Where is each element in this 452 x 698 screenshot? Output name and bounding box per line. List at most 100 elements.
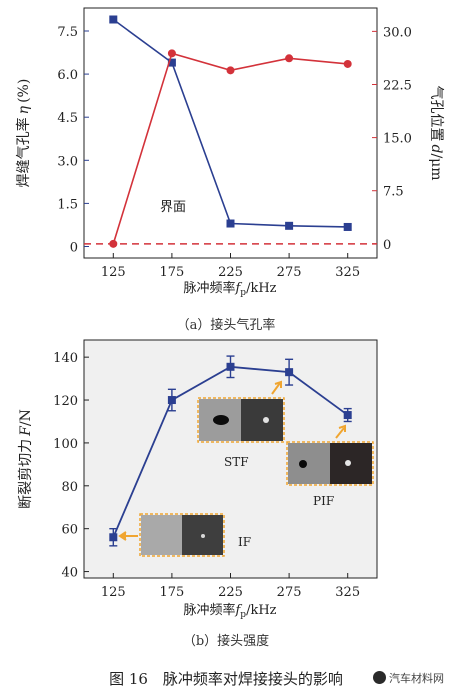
inset-if-arrow bbox=[118, 531, 138, 541]
inset-pif-left-image bbox=[288, 443, 330, 484]
b-y-tick-label: 140 bbox=[53, 351, 78, 366]
b-series-marker bbox=[109, 533, 118, 542]
inset-stf: STF bbox=[197, 380, 285, 469]
right-axis-label-unit: /μm bbox=[428, 153, 444, 180]
b-x-axis-label-var: f bbox=[234, 603, 242, 618]
b-x-tick-label: 275 bbox=[277, 585, 302, 600]
a-left-tick-label: 6.0 bbox=[57, 68, 78, 83]
a-series-marker-1 bbox=[343, 59, 352, 68]
inset-pif-label: PIF bbox=[313, 494, 334, 508]
a-series-line-1 bbox=[112, 52, 348, 245]
panel-b-caption: （b）接头强度 bbox=[182, 634, 270, 649]
b-y-tick-label: 100 bbox=[53, 437, 78, 452]
x-axis-label-var: f bbox=[234, 281, 242, 296]
interface-label: 界面 bbox=[160, 200, 186, 215]
panel-b-chart: 125 175 225 275 325 40 60 80 100 120 140 IF STF bbox=[18, 339, 378, 620]
a-right-tick-label: 0 bbox=[383, 238, 391, 253]
a-series-marker-0 bbox=[109, 15, 118, 24]
a-right-tick-label: 30.0 bbox=[383, 25, 412, 40]
b-x-axis-label-sub: p bbox=[240, 610, 246, 620]
a-left-tick-label: 1.5 bbox=[57, 197, 78, 212]
inset-stf-arrow bbox=[271, 380, 282, 395]
b-x-tick-label: 125 bbox=[101, 585, 126, 600]
inset-if-label: IF bbox=[238, 535, 251, 549]
a-left-tick-label: 7.5 bbox=[57, 25, 78, 40]
b-x-axis-label-unit: /kHz bbox=[246, 603, 277, 618]
inset-stf-label: STF bbox=[224, 455, 249, 469]
inset-if-left-image bbox=[141, 515, 182, 555]
inset-pif-pore bbox=[299, 460, 307, 468]
b-y-axis-label-text: 断裂剪切力 bbox=[18, 439, 34, 509]
left-axis-label-text: 焊缝气孔率 bbox=[15, 117, 32, 187]
b-y-tick-label: 40 bbox=[61, 566, 78, 581]
b-series-marker bbox=[343, 411, 352, 420]
a-left-tick-label: 3.0 bbox=[57, 154, 78, 169]
inset-if-border bbox=[139, 513, 225, 557]
a-x-tick-label: 325 bbox=[335, 265, 360, 280]
a-series-marker-1 bbox=[109, 239, 118, 248]
a-x-tick-label: 175 bbox=[159, 265, 184, 280]
inset-pif-arrow bbox=[335, 424, 346, 439]
a-series-marker-0 bbox=[167, 58, 176, 67]
b-y-tick-label: 80 bbox=[61, 480, 78, 495]
x-axis-label-text: 脉冲频率 bbox=[183, 280, 235, 296]
b-y-tick-label: 60 bbox=[61, 523, 78, 538]
b-series-marker bbox=[167, 396, 176, 405]
a-series-line-0 bbox=[112, 18, 348, 228]
inset-stf-pore bbox=[213, 415, 229, 425]
panel-a-series bbox=[109, 15, 352, 248]
a-series-marker-0 bbox=[343, 222, 352, 231]
left-axis-label-unit: (%) bbox=[16, 79, 32, 103]
b-x-axis-label-text: 脉冲频率 bbox=[183, 602, 235, 618]
a-x-tick-label: 225 bbox=[218, 265, 243, 280]
b-x-tick-label: 225 bbox=[218, 585, 243, 600]
panel-a-caption: （a）接头气孔率 bbox=[176, 318, 276, 333]
watermark-logo-icon bbox=[373, 671, 386, 684]
panel-b-y-axis-label: 断裂剪切力 F/N bbox=[18, 409, 34, 509]
a-series-marker-1 bbox=[226, 66, 235, 75]
panel-a-ticks: 125 175 225 275 325 0 1.5 3.0 4.5 6.0 7.5 0 7.5 15.0 2… bbox=[57, 25, 412, 280]
a-left-tick-label: 0 bbox=[70, 241, 78, 256]
panel-a-left-axis-label: 焊缝气孔率 η (%) bbox=[15, 79, 32, 188]
a-right-tick-label: 15.0 bbox=[383, 132, 412, 147]
panel-a-right-axis-label: 气孔位置 d/μm bbox=[428, 85, 444, 180]
panel-a-chart: 125 175 225 275 325 0 1.5 3.0 4.5 6.0 7.5 0 7.5 15.0 2… bbox=[15, 7, 444, 298]
a-series-marker-1 bbox=[167, 49, 176, 58]
b-x-tick-label: 325 bbox=[335, 585, 360, 600]
a-x-tick-label: 125 bbox=[101, 265, 126, 280]
a-series-marker-0 bbox=[226, 219, 235, 228]
watermark: 汽车材料网 bbox=[373, 670, 444, 686]
a-left-tick-label: 4.5 bbox=[57, 111, 78, 126]
inset-pif: PIF bbox=[286, 424, 374, 508]
right-axis-label-var: d bbox=[428, 144, 444, 153]
a-x-tick-label: 275 bbox=[277, 265, 302, 280]
a-series-marker-0 bbox=[285, 221, 294, 230]
inset-if-pore bbox=[201, 534, 205, 538]
inset-stf-pore-right bbox=[263, 417, 269, 423]
left-axis-label-var: η bbox=[16, 105, 32, 114]
a-right-tick-label: 7.5 bbox=[383, 185, 404, 200]
b-y-axis-label-unit: /N bbox=[18, 409, 34, 426]
b-y-tick-label: 120 bbox=[53, 394, 78, 409]
panel-a-x-axis-label: 脉冲频率fp/kHz bbox=[183, 280, 276, 298]
right-axis-label-text: 气孔位置 bbox=[428, 85, 444, 141]
inset-pif-border bbox=[286, 441, 374, 486]
b-series-marker bbox=[226, 362, 235, 371]
b-y-axis-label-var: F bbox=[18, 425, 34, 437]
a-right-tick-label: 22.5 bbox=[383, 78, 412, 93]
panel-b-x-axis-label: 脉冲频率fp/kHz bbox=[183, 602, 276, 620]
inset-stf-border bbox=[197, 397, 285, 443]
panel-b-series bbox=[109, 355, 352, 547]
panel-b-ticks: 125 175 225 275 325 40 60 80 100 120 140 bbox=[53, 351, 360, 600]
x-axis-label-sub: p bbox=[240, 288, 246, 298]
x-axis-label-unit: /kHz bbox=[246, 281, 277, 296]
figure-title: 图 16 脉冲频率对焊接接头的影响 bbox=[109, 670, 343, 688]
b-series-marker bbox=[285, 368, 294, 377]
b-x-tick-label: 175 bbox=[159, 585, 184, 600]
inset-stf-right-image bbox=[241, 399, 283, 441]
inset-pif-right-image bbox=[330, 443, 372, 484]
inset-if: IF bbox=[118, 513, 251, 557]
inset-pif-pore-right bbox=[345, 460, 351, 466]
a-series-marker-1 bbox=[285, 54, 294, 63]
